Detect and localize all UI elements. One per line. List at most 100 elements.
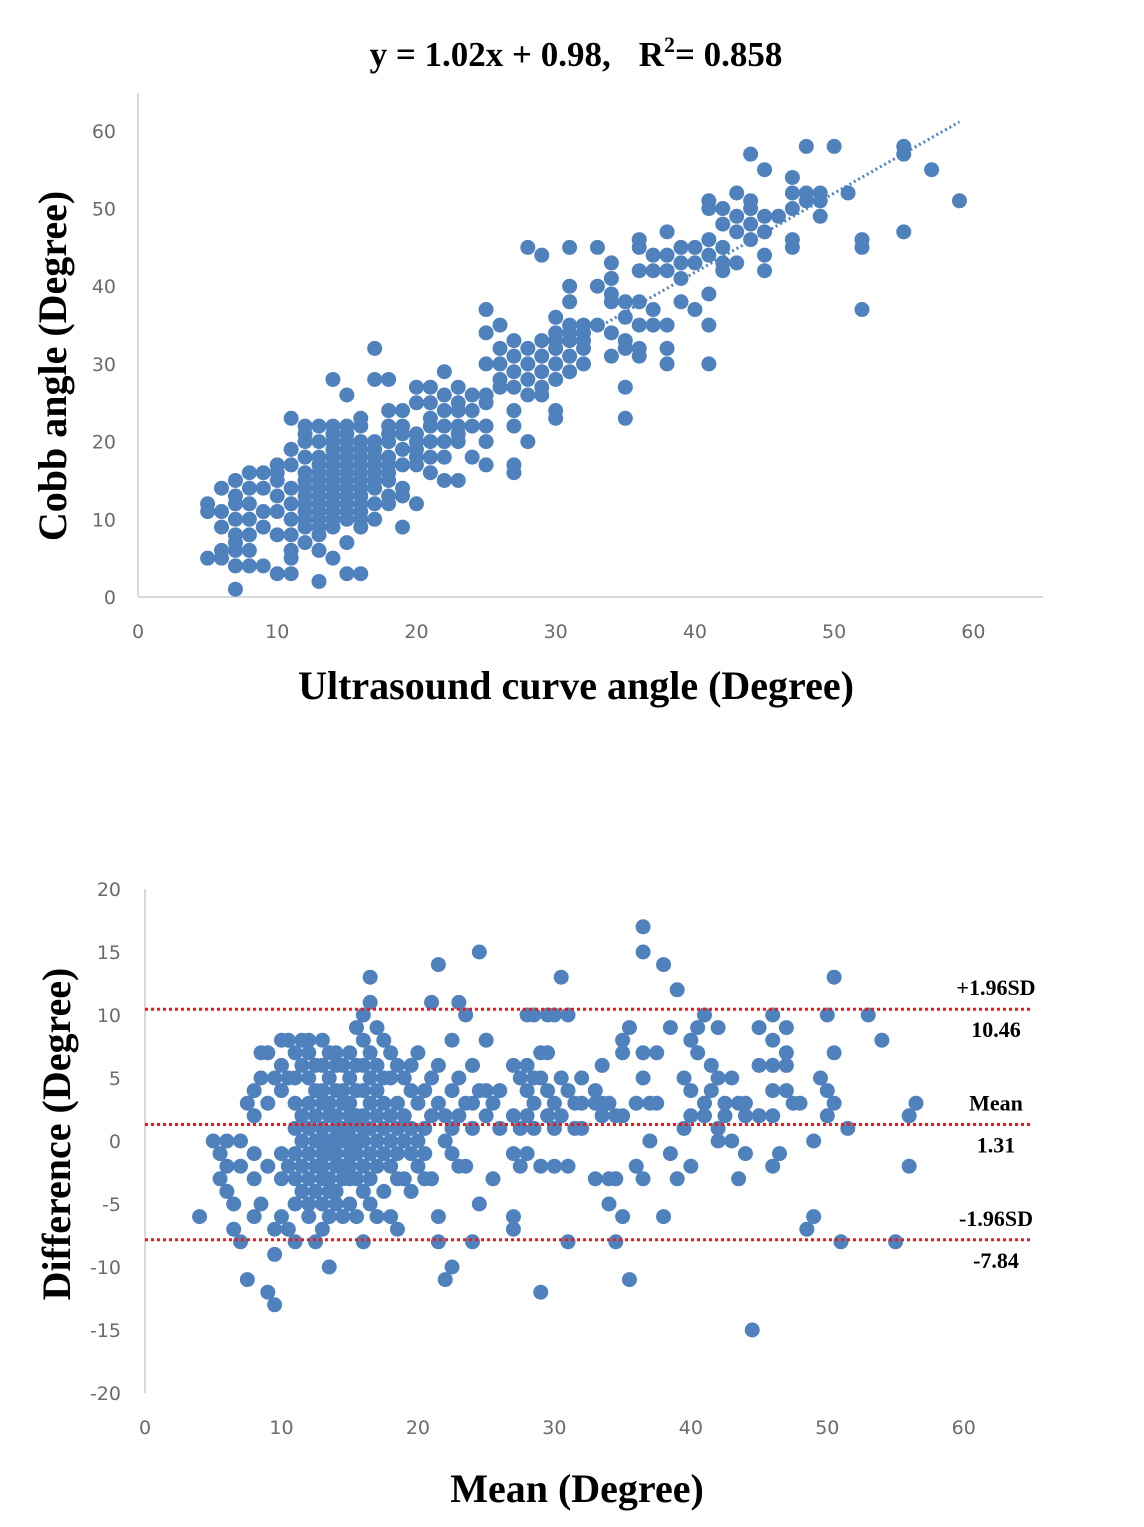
data-point xyxy=(436,472,452,488)
data-point xyxy=(751,1020,767,1036)
data-point xyxy=(273,1209,289,1225)
data-point xyxy=(589,239,605,255)
data-point xyxy=(430,1209,446,1225)
data-point xyxy=(410,1158,426,1174)
data-point xyxy=(253,1196,269,1212)
data-point xyxy=(422,449,438,465)
data-point xyxy=(603,325,619,341)
data-point xyxy=(403,1120,419,1136)
data-point xyxy=(526,1095,542,1111)
data-point xyxy=(631,317,647,333)
data-point xyxy=(424,1171,440,1187)
data-point xyxy=(512,1158,528,1174)
x-tick-label: 50 xyxy=(822,621,846,643)
data-point xyxy=(314,1158,330,1174)
data-point xyxy=(321,1171,337,1187)
y-tick-label: 15 xyxy=(97,942,121,964)
data-point xyxy=(687,255,703,271)
y-axis-label: Difference (Degree) xyxy=(34,968,79,1301)
data-point xyxy=(367,480,383,496)
data-point xyxy=(548,309,564,325)
data-point xyxy=(246,1209,262,1225)
data-point xyxy=(408,379,424,395)
x-axis-label: Mean (Degree) xyxy=(450,1466,704,1511)
data-point xyxy=(280,1221,296,1237)
data-point xyxy=(505,1057,521,1073)
data-point xyxy=(241,480,257,496)
data-point xyxy=(659,340,675,356)
y-tick-label: -15 xyxy=(90,1320,121,1342)
data-point xyxy=(478,325,494,341)
data-point xyxy=(239,1272,255,1288)
data-point xyxy=(534,333,550,349)
data-point xyxy=(840,185,856,201)
data-point xyxy=(200,550,216,566)
data-point xyxy=(355,1007,371,1023)
data-point xyxy=(765,1158,781,1174)
data-point xyxy=(840,1120,856,1136)
data-point xyxy=(757,263,773,279)
data-point xyxy=(241,496,257,512)
data-point xyxy=(519,1146,535,1162)
data-point xyxy=(227,511,243,527)
data-point xyxy=(560,1007,576,1023)
data-point xyxy=(301,1196,317,1212)
data-point xyxy=(451,994,467,1010)
y-tick-label: 10 xyxy=(92,509,116,531)
data-point xyxy=(546,1120,562,1136)
data-point xyxy=(617,410,633,426)
data-point xyxy=(314,1221,330,1237)
data-point xyxy=(362,1070,378,1086)
data-point xyxy=(478,302,494,318)
data-point xyxy=(267,1070,283,1086)
data-point xyxy=(765,1083,781,1099)
data-point xyxy=(548,340,564,356)
data-point xyxy=(339,511,355,527)
y-tick-label: 50 xyxy=(92,199,116,221)
data-point xyxy=(219,1158,235,1174)
data-point xyxy=(506,418,522,434)
data-point xyxy=(615,1209,631,1225)
data-point xyxy=(546,1095,562,1111)
data-point xyxy=(631,348,647,364)
data-point xyxy=(349,1209,365,1225)
data-point xyxy=(226,1221,242,1237)
data-point xyxy=(519,1083,535,1099)
data-point xyxy=(715,239,731,255)
data-point xyxy=(283,566,299,582)
data-point xyxy=(383,1209,399,1225)
data-point xyxy=(534,348,550,364)
data-point xyxy=(283,441,299,457)
data-point xyxy=(328,1108,344,1124)
data-point xyxy=(608,1171,624,1187)
data-point xyxy=(608,1234,624,1250)
data-point xyxy=(553,969,569,985)
data-point xyxy=(246,1171,262,1187)
data-point xyxy=(389,1221,405,1237)
data-point xyxy=(601,1196,617,1212)
data-point xyxy=(227,558,243,574)
data-point xyxy=(376,1120,392,1136)
data-point xyxy=(408,395,424,411)
data-point xyxy=(743,146,759,162)
data-point xyxy=(294,1158,310,1174)
data-point xyxy=(562,364,578,380)
data-point xyxy=(464,387,480,403)
data-point xyxy=(367,511,383,527)
data-point xyxy=(328,1196,344,1212)
data-point xyxy=(492,340,508,356)
data-point xyxy=(778,1083,794,1099)
data-point xyxy=(362,1171,378,1187)
data-point xyxy=(673,255,689,271)
data-point xyxy=(603,348,619,364)
data-point xyxy=(192,1209,208,1225)
data-point xyxy=(395,418,411,434)
data-point xyxy=(301,1146,317,1162)
data-point xyxy=(280,1032,296,1048)
x-tick-labels: 0 10 20 30 40 50 60 xyxy=(139,1417,976,1439)
reference-line-label: -1.96SD xyxy=(959,1206,1033,1231)
x-tick-label: 20 xyxy=(404,621,428,643)
data-point xyxy=(533,1070,549,1086)
data-point xyxy=(233,1133,249,1149)
data-point xyxy=(717,1095,733,1111)
